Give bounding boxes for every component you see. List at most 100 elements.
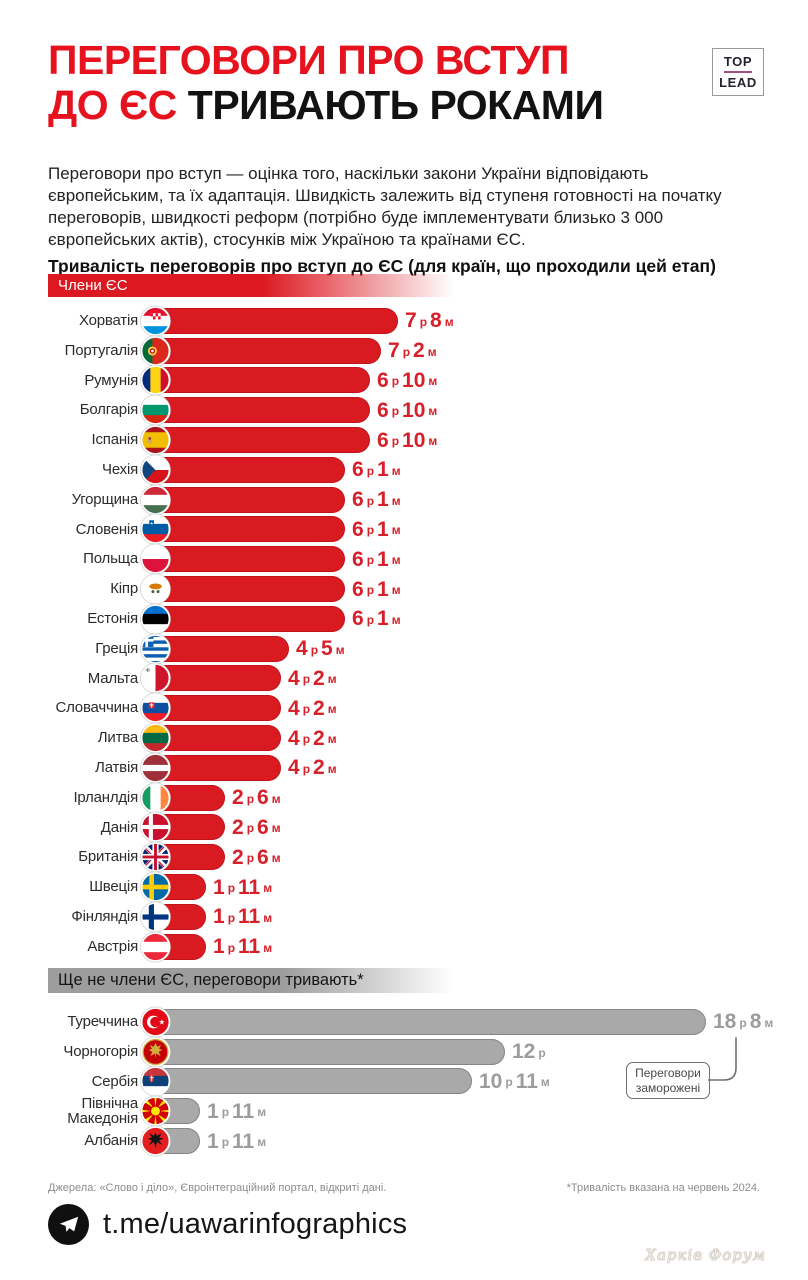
duration-value-es: 6 р 10 м xyxy=(377,428,438,452)
chart-row-es: Іспанія 6 р 10 м xyxy=(44,424,792,456)
flag-icon-me xyxy=(139,1036,172,1068)
country-label-lt: Литва xyxy=(97,729,138,747)
flag-icon-pt xyxy=(139,335,172,367)
chart-row-mt: Мальта 4 р 2 м xyxy=(44,662,792,694)
chart-row-rs: Сербія 10 р 11 м xyxy=(44,1065,792,1097)
toplead-logo: TOP LEAD xyxy=(712,48,764,96)
flag-icon-bg xyxy=(139,394,172,426)
country-label-ro: Румунія xyxy=(84,371,138,389)
duration-value-rs: 10 р 11 м xyxy=(479,1069,550,1093)
chart-row-se: Швеція 1 р 11 м xyxy=(44,871,792,903)
duration-value-al: 1 р 11 м xyxy=(207,1129,267,1153)
flag-icon-gr xyxy=(139,633,172,665)
duration-bar-bg xyxy=(142,397,370,424)
duration-bar-tr xyxy=(142,1008,706,1035)
flag-icon-cy xyxy=(139,573,172,605)
flag-icon-ee xyxy=(139,603,172,635)
section-band-candidates: Ще не члени ЄС, переговори тривають* xyxy=(48,968,760,993)
country-label-se: Швеція xyxy=(89,878,138,896)
chart-row-bg: Болгарія 6 р 10 м xyxy=(44,394,792,426)
duration-value-at: 1 р 11 м xyxy=(213,935,273,959)
duration-value-tr: 18 р 8 м xyxy=(713,1010,774,1034)
duration-bar-me xyxy=(142,1038,505,1065)
duration-bar-cz xyxy=(142,456,345,483)
telegram-icon xyxy=(48,1204,89,1245)
country-label-cy: Кіпр xyxy=(110,580,138,598)
chart-row-sk: Словаччина 4 р 2 м xyxy=(44,692,792,724)
chart-row-lt: Литва 4 р 2 м xyxy=(44,722,792,754)
flag-icon-cz xyxy=(139,454,172,486)
flag-icon-at xyxy=(139,931,172,963)
country-label-rs: Сербія xyxy=(91,1072,139,1090)
duration-bar-rs xyxy=(142,1068,472,1095)
duration-bar-pt xyxy=(142,337,381,364)
telegram-link[interactable]: t.me/uawarinfographics xyxy=(48,1204,407,1245)
duration-value-fi: 1 р 11 м xyxy=(213,905,273,929)
flag-icon-fi xyxy=(139,901,172,933)
country-label-cz: Чехія xyxy=(102,461,138,478)
country-label-es: Іспанія xyxy=(91,431,139,449)
flag-icon-al xyxy=(139,1125,172,1157)
country-label-lv: Латвія xyxy=(95,758,138,776)
chart-row-ie: Ірланлдія 2 р 6 м xyxy=(44,782,792,814)
chart-row-ee: Естонія 6 р 1 м xyxy=(44,603,792,635)
frozen-negotiations-callout: Переговори заморожені xyxy=(626,1062,710,1100)
flag-icon-se xyxy=(139,871,172,903)
country-label-gb: Британія xyxy=(78,848,138,866)
chart-row-hu: Угорщина 6 р 1 м xyxy=(44,484,792,516)
bar-wrap-at: 1 р 11 м xyxy=(139,931,792,963)
country-label-pl: Польща xyxy=(83,550,138,568)
country-label-pt: Португалія xyxy=(64,341,139,359)
bar-wrap-bg: 6 р 10 м xyxy=(139,394,792,426)
country-label-mk: Північна Македонія xyxy=(67,1094,138,1128)
chart-row-si: Словенія 6 р 1 м xyxy=(44,513,792,545)
chart-row-at: Австрія 1 р 11 м xyxy=(44,931,792,963)
country-label-bg: Болгарія xyxy=(79,401,138,419)
country-label-si: Словенія xyxy=(75,520,139,538)
watermark: Харків Форум xyxy=(645,1246,766,1264)
chart-row-dk: Данія 2 р 6 м xyxy=(44,811,792,843)
chart-row-hr: Хорватія 7 р 8 м xyxy=(44,305,792,337)
callout-connector-line xyxy=(708,1037,737,1081)
country-label-tr: Туреччина xyxy=(67,1013,138,1031)
duration-bar-cy xyxy=(142,576,345,603)
logo-divider xyxy=(724,71,752,73)
bar-wrap-rs: 10 р 11 м xyxy=(139,1065,792,1097)
flag-icon-mk xyxy=(139,1095,172,1127)
logo-top-label: TOP xyxy=(723,54,753,69)
title-line1: ПЕРЕГОВОРИ ПРО ВСТУП xyxy=(48,37,570,83)
flag-icon-sk xyxy=(139,692,172,724)
flag-icon-pl xyxy=(139,543,172,575)
bar-wrap-tr: ★ 18 р 8 м xyxy=(139,1006,792,1038)
bar-wrap-me: 12 р xyxy=(139,1036,792,1068)
title-line2: ДО ЄС ТРИВАЮТЬ РОКАМИ xyxy=(48,81,604,128)
duration-value-bg: 6 р 10 м xyxy=(377,398,438,422)
chart-row-ro: Румунія 6 р 10 м xyxy=(44,364,792,396)
duration-value-ro: 6 р 10 м xyxy=(377,368,438,392)
bar-wrap-mk: 1 р 11 м xyxy=(139,1095,792,1127)
country-label-hu: Угорщина xyxy=(71,490,139,508)
country-label-mt: Мальта xyxy=(87,669,138,687)
flag-icon-hu xyxy=(139,484,172,516)
bar-wrap-se: 1 р 11 м xyxy=(139,871,792,903)
country-label-gr: Греція xyxy=(95,639,138,657)
section-band-members: Члени ЄС xyxy=(48,274,760,297)
members-bar-chart: Хорватія 7 р 8 м Португалія 7 р 2 м Румунія 6 р 10 м Бо… xyxy=(44,305,792,963)
country-label-fi: Фінляндія xyxy=(71,907,138,925)
flag-icon-ie xyxy=(139,782,172,814)
flag-icon-lv xyxy=(139,752,172,784)
